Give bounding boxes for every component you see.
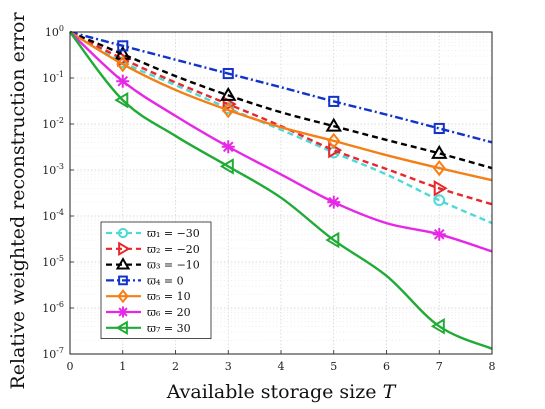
triangle-up-marker — [431, 144, 448, 159]
diamond-marker — [221, 102, 235, 119]
y-tick-label: 10-2 — [42, 116, 64, 131]
legend-label: ϖ₁ = −30 — [147, 227, 200, 240]
y-tick-label: 10-7 — [42, 346, 64, 361]
x-axis-title: Available storage size T — [166, 381, 397, 403]
triangle-right-marker — [222, 95, 237, 113]
asterisk-stroke — [222, 141, 234, 153]
square-marker — [328, 95, 340, 107]
diamond-marker — [432, 159, 446, 177]
triangle-right-marker — [118, 241, 131, 257]
legend-entry: ϖ₇ = 30 — [106, 320, 191, 336]
x-tick-label: 0 — [67, 360, 74, 373]
y-tick-label: 10-5 — [42, 254, 64, 269]
circle-marker — [117, 227, 129, 239]
diamond-marker — [116, 56, 130, 73]
asterisk-stroke — [118, 307, 128, 317]
series-line — [69, 30, 493, 182]
y-tick-label: 100 — [45, 24, 64, 39]
x-tick-label: 1 — [119, 360, 126, 373]
asterisk-marker — [117, 306, 129, 318]
series-layer — [69, 30, 493, 350]
asterisk-stroke — [328, 196, 340, 208]
square-marker — [118, 275, 128, 286]
legend-label: ϖ₄ = 0 — [147, 274, 184, 287]
x-tick-label: 6 — [383, 360, 390, 373]
triangle-up-marker — [325, 117, 342, 132]
asterisk-stroke — [433, 229, 445, 240]
y-tick-label: 10-6 — [42, 300, 64, 315]
triangle-right-marker — [433, 180, 448, 197]
legend-label: ϖ₂ = −20 — [147, 243, 200, 256]
y-tick-label: 10-1 — [42, 70, 64, 85]
legend-entry: ϖ₆ = 20 — [106, 306, 191, 319]
circle-marker — [433, 194, 446, 207]
y-tick-label: 10-4 — [42, 208, 64, 223]
diamond-marker — [117, 289, 129, 304]
series-6 — [69, 31, 493, 253]
asterisk-marker — [221, 140, 235, 154]
asterisk-marker — [432, 227, 446, 241]
triangle-up-marker — [115, 257, 131, 270]
triangle-left-marker — [114, 91, 129, 109]
legend-label: ϖ₇ = 30 — [147, 322, 191, 335]
legend-label: ϖ₆ = 20 — [147, 306, 191, 319]
legend-label: ϖ₃ = −10 — [147, 259, 200, 272]
series-line — [69, 31, 493, 253]
x-tick-label: 7 — [436, 360, 443, 373]
asterisk-marker — [327, 195, 341, 209]
asterisk-marker — [116, 74, 130, 88]
legend-label: ϖ₅ = 10 — [147, 290, 191, 303]
triangle-up-marker — [220, 86, 237, 101]
asterisk-stroke — [117, 75, 129, 87]
ticks: 0 1 2 3 4 5 6 7 8 100 10-1 10-2 10-3 10-4 10-5 10-6 10-7 — [42, 24, 495, 373]
legend-entry: ϖ₃ = −10 — [106, 257, 200, 272]
square-marker — [222, 67, 234, 80]
x-tick-label: 2 — [172, 360, 179, 373]
legend-entry: ϖ₂ = −20 — [106, 241, 200, 257]
series-line — [69, 30, 493, 225]
series-7 — [69, 31, 493, 350]
legend-entry: ϖ₁ = −30 — [106, 227, 200, 240]
series-4 — [69, 30, 493, 144]
triangle-left-marker — [115, 320, 128, 336]
square-marker — [117, 40, 129, 52]
legend-entry: ϖ₄ = 0 — [106, 274, 184, 287]
series-line — [69, 30, 493, 170]
x-tick-label: 4 — [278, 360, 285, 373]
x-tick-label: 5 — [330, 360, 337, 373]
series-line — [69, 30, 493, 144]
y-axis-title: Relative weighted reconstruction error — [7, 12, 29, 390]
legend-entry: ϖ₅ = 10 — [106, 289, 191, 304]
x-tick-label: 3 — [225, 360, 232, 373]
square-marker — [433, 122, 445, 135]
x-tick-label: 8 — [489, 360, 496, 373]
series-line — [69, 31, 493, 350]
legend: ϖ₁ = −30 ϖ₂ = −20 ϖ₃ = −10 ϖ₄ = 0 ϖ₅ = 10 ϖ₆ … — [100, 221, 212, 339]
triangle-left-marker — [219, 158, 234, 175]
series-5 — [69, 30, 493, 182]
triangle-left-marker — [430, 318, 445, 335]
diamond-marker — [327, 132, 341, 149]
triangle-left-marker — [325, 231, 340, 249]
y-tick-label: 10-3 — [42, 162, 64, 177]
